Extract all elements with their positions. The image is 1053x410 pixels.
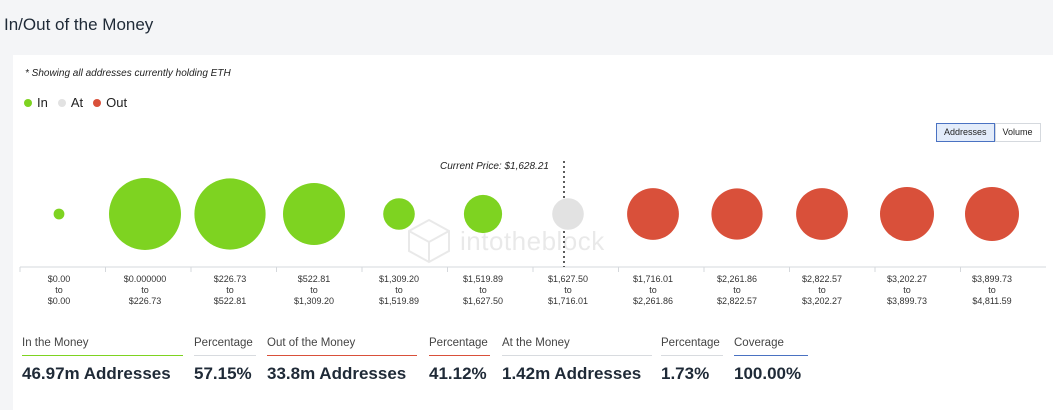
stat-label: Percentage (194, 333, 256, 356)
metric-toggle: Addresses Volume (936, 123, 1041, 142)
tick-label-to-word: to (903, 285, 911, 295)
tick-label-from: $522.81 (298, 274, 331, 284)
stat-6: Coverage 100.00% (734, 333, 808, 384)
tick-label-from: $3,899.73 (972, 274, 1012, 284)
bubble-in[interactable] (463, 194, 503, 234)
page-header: In/Out of the Money (0, 0, 1053, 48)
tick-label-to-word: to (564, 285, 572, 295)
tick-label-from: $2,822.57 (802, 274, 842, 284)
tick-label-from: $1,519.89 (463, 274, 503, 284)
tick-label-to-word: to (818, 285, 826, 295)
stat-label: Out of the Money (267, 333, 417, 356)
tick-label-from: $1,627.50 (548, 274, 588, 284)
tick-label-to: $2,261.86 (633, 296, 673, 306)
tick-label-to: $1,519.89 (379, 296, 419, 306)
tick-label-to-word: to (141, 285, 149, 295)
stat-value: 57.15% (194, 364, 252, 383)
stat-label: Coverage (734, 333, 808, 356)
stat-label: Percentage (661, 333, 723, 356)
stat-value: 41.12% (429, 364, 487, 383)
stat-value: 1.42m Addresses (502, 364, 642, 383)
stat-5: Percentage 1.73% (661, 333, 723, 384)
bubble-out[interactable] (711, 188, 763, 240)
chart-panel: * Showing all addresses currently holdin… (13, 55, 1053, 410)
tick-label-to: $3,899.73 (887, 296, 927, 306)
volume-button[interactable]: Volume (994, 123, 1041, 142)
stat-0: In the Money 46.97m Addresses (22, 333, 183, 384)
bubble-in[interactable] (283, 183, 345, 245)
tick-label-to: $1,716.01 (548, 296, 588, 306)
bubble-out[interactable] (796, 188, 848, 240)
legend-at-dot-icon (57, 98, 66, 107)
legend-in-dot-icon (24, 98, 32, 107)
tick-label-from: $226.73 (214, 274, 247, 284)
tick-label-to: $1,627.50 (463, 296, 503, 306)
addresses-button[interactable]: Addresses (936, 123, 995, 142)
stat-value: 46.97m Addresses (22, 364, 171, 383)
stat-1: Percentage 57.15% (194, 333, 256, 384)
holding-note: * Showing all addresses currently holdin… (25, 68, 231, 79)
tick-label-from: $0.000000 (124, 274, 167, 284)
legend-out-label: Out (106, 95, 128, 110)
tick-label-from: $1,716.01 (633, 274, 673, 284)
current-price-label: Current Price: $1,628.21 (440, 161, 549, 172)
bubble-in[interactable] (53, 208, 65, 220)
legend-in-label: In (37, 95, 48, 110)
tick-label-to-word: to (310, 285, 318, 295)
tick-label-from: $2,261.86 (717, 274, 757, 284)
tick-label-to: $226.73 (129, 296, 162, 306)
tick-label-to-word: to (395, 285, 403, 295)
tick-label-from: $3,202.27 (887, 274, 927, 284)
tick-label-from: $0.00 (48, 274, 71, 284)
bubble-out[interactable] (880, 187, 934, 241)
bubble-at[interactable] (552, 198, 584, 230)
legend-out-dot-icon (93, 98, 102, 107)
tick-label-from: $1,309.20 (379, 274, 419, 284)
stat-4: At the Money 1.42m Addresses (502, 333, 652, 384)
legend-item-at[interactable]: At (57, 95, 84, 110)
bubble-out[interactable] (965, 187, 1019, 241)
bubble-out[interactable] (627, 188, 679, 240)
tick-label-to: $2,822.57 (717, 296, 757, 306)
bubble-in[interactable] (194, 178, 266, 250)
tick-label-to-word: to (649, 285, 657, 295)
bubble-in[interactable] (109, 178, 181, 250)
intotheblock-logo-icon (408, 218, 450, 264)
tick-label-to: $1,309.20 (294, 296, 334, 306)
stat-2: Out of the Money 33.8m Addresses (267, 333, 417, 384)
bubble-in[interactable] (383, 198, 415, 230)
tick-label-to-word: to (226, 285, 234, 295)
tick-label-to-word: to (733, 285, 741, 295)
tick-label-to: $0.00 (48, 296, 71, 306)
stat-value: 33.8m Addresses (267, 364, 407, 383)
stat-label: In the Money (22, 333, 183, 356)
tick-label-to-word: to (988, 285, 996, 295)
page-title: In/Out of the Money (4, 15, 154, 34)
stat-value: 1.73% (661, 364, 710, 383)
tick-label-to: $522.81 (214, 296, 247, 306)
legend: In At Out (24, 95, 137, 110)
stat-label: Percentage (429, 333, 490, 356)
tick-label-to-word: to (479, 285, 487, 295)
legend-at-label: At (70, 95, 84, 110)
tick-label-to-word: to (55, 285, 63, 295)
tick-label-to: $3,202.27 (802, 296, 842, 306)
stat-value: 100.00% (734, 364, 802, 383)
stat-3: Percentage 41.12% (429, 333, 490, 384)
legend-item-out[interactable]: Out (93, 95, 127, 110)
legend-item-in[interactable]: In (24, 95, 48, 110)
stat-label: At the Money (502, 333, 652, 356)
tick-label-to: $4,811.59 (972, 296, 1011, 306)
summary-stats: In the Money 46.97m Addresses Percentage 57… (13, 333, 1053, 393)
bubble-chart: $0.00to$0.00$0.000000to$226.73$226.73to$… (19, 161, 1046, 306)
